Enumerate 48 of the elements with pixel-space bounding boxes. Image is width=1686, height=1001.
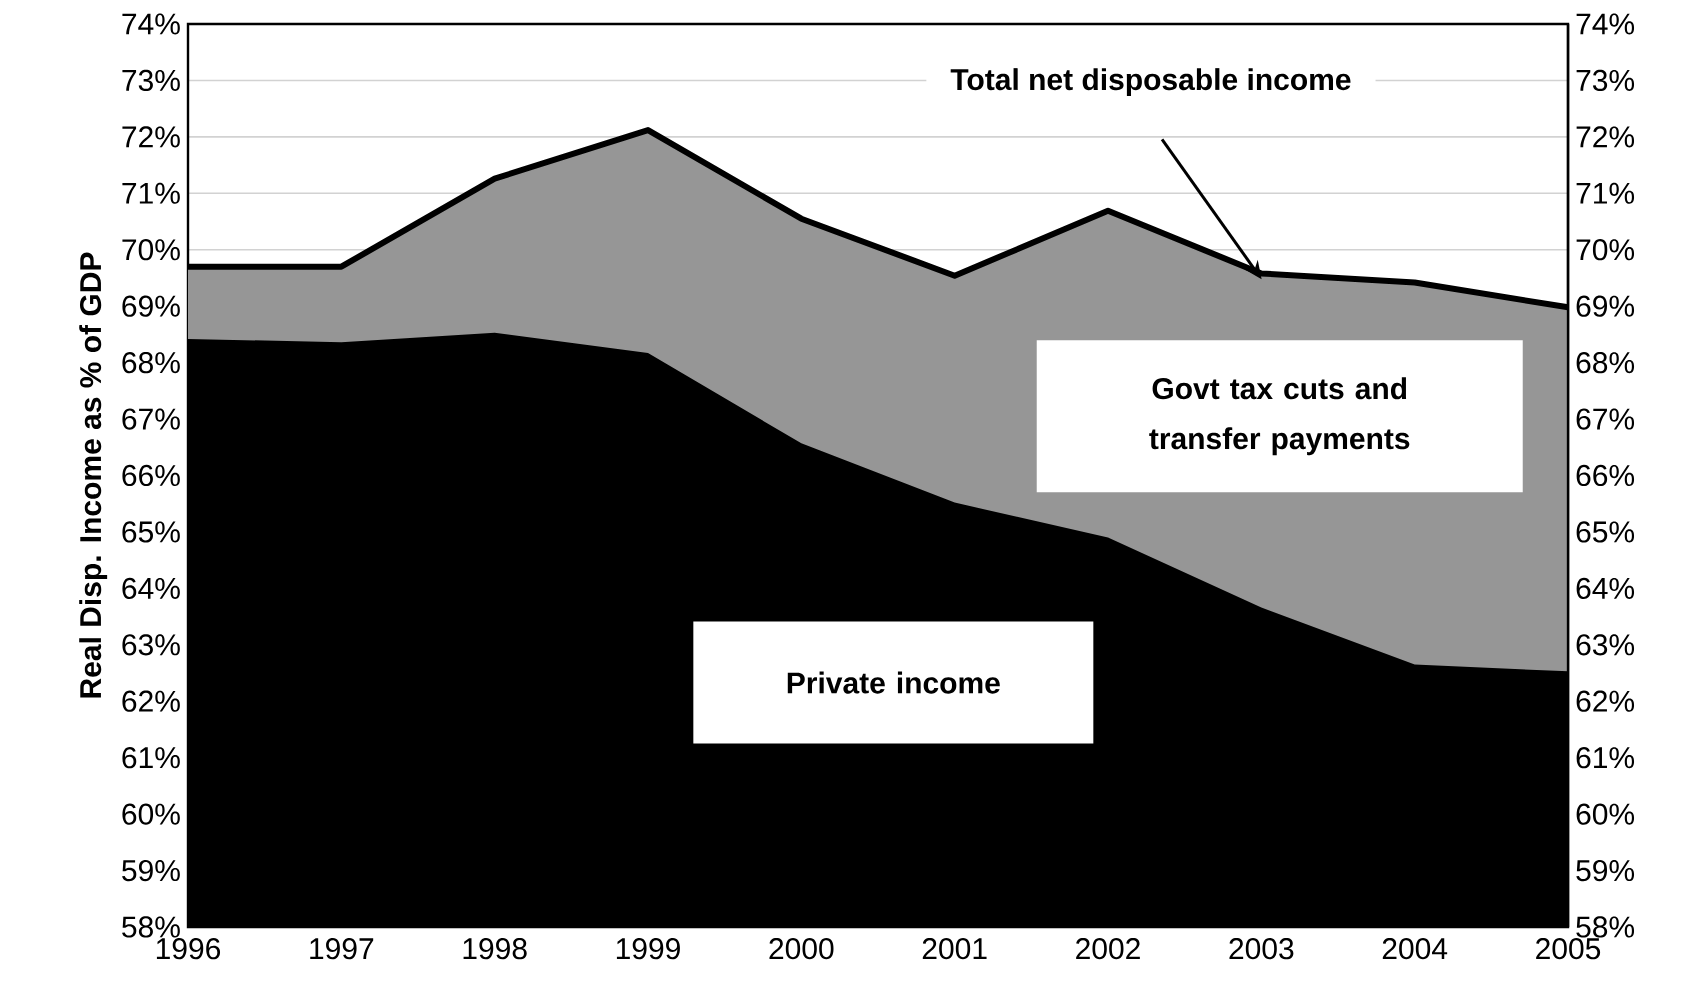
y-tick-label: 73% <box>122 69 180 92</box>
y-tick-label: 62% <box>122 690 180 712</box>
x-tick-label: 1999 <box>616 938 680 960</box>
series-label: Private income <box>787 671 1000 694</box>
x-tick-label: 2000 <box>769 938 834 960</box>
y-tick-label: 69% <box>122 295 180 317</box>
x-tick-label: 1996 <box>156 938 221 960</box>
y2-tick-label: 63% <box>1576 634 1635 656</box>
y-tick-label: 60% <box>122 803 180 825</box>
y2-tick-label: 68% <box>1576 351 1635 374</box>
annotation: Total net disposable income <box>950 68 1351 97</box>
y2-tick-label: 64% <box>1576 577 1635 599</box>
y-tick-label: 74% <box>122 13 180 35</box>
y2-tick-label: 66% <box>1576 464 1635 487</box>
series-label: Govt tax cuts and transfer payments <box>1149 377 1410 456</box>
x-tick-label: 2001 <box>922 938 987 960</box>
y2-tick-label: 59% <box>1576 859 1635 882</box>
x-tick-label: 1997 <box>310 938 374 960</box>
y-tick-label: 61% <box>122 747 180 769</box>
y2-tick-label: 58% <box>1576 916 1635 938</box>
y2-tick-label: 61% <box>1576 747 1635 769</box>
y-tick-label: 71% <box>122 182 180 204</box>
y-tick-label: 64% <box>122 577 180 599</box>
y2-tick-label: 67% <box>1576 408 1635 430</box>
y-axis-title: Real Disp. Income as % of GDP <box>79 252 108 698</box>
y2-tick-label: 72% <box>1576 126 1635 148</box>
x-tick-label: 1998 <box>463 938 527 960</box>
y2-tick-label: 74% <box>1576 13 1635 35</box>
y2-tick-label: 60% <box>1576 803 1635 825</box>
y-tick-label: 63% <box>122 634 180 656</box>
x-tick-label: 2005 <box>1536 938 1601 960</box>
y2-tick-label: 65% <box>1576 521 1635 543</box>
y2-tick-label: 62% <box>1576 690 1635 712</box>
y2-tick-label: 71% <box>1576 182 1635 204</box>
y-tick-label: 59% <box>122 859 180 882</box>
x-tick-label: 2004 <box>1382 938 1448 960</box>
y-tick-label: 70% <box>122 239 180 261</box>
x-tick-label: 2002 <box>1076 938 1140 960</box>
y-tick-label: 68% <box>122 351 180 374</box>
y2-tick-label: 70% <box>1576 239 1635 261</box>
y-tick-label: 72% <box>122 126 180 148</box>
y-tick-label: 58% <box>122 916 180 938</box>
y2-tick-label: 73% <box>1576 69 1635 92</box>
y-tick-label: 67% <box>122 408 180 430</box>
x-tick-label: 2003 <box>1229 938 1294 960</box>
y2-tick-label: 69% <box>1576 295 1635 317</box>
y-tick-label: 65% <box>122 521 180 543</box>
y-tick-label: 66% <box>122 464 180 487</box>
